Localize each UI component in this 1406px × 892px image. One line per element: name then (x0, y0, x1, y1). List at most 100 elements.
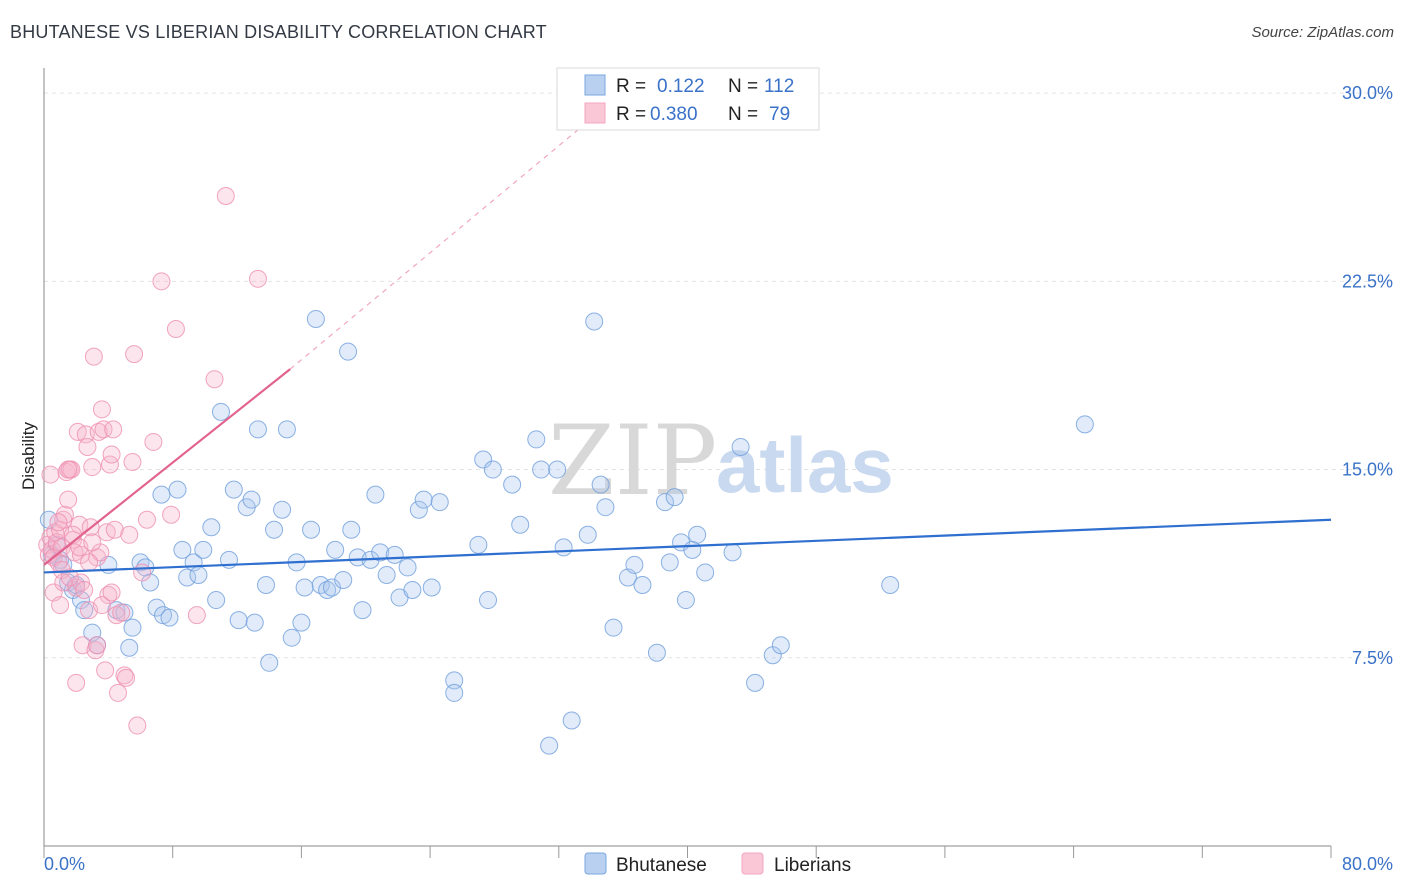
bhutanese-trend-line (43, 518, 1332, 574)
bhutanese-point (527, 430, 546, 449)
bhutanese-point (1075, 415, 1094, 434)
gridlines (44, 92, 1393, 659)
bhutanese-point (554, 538, 573, 557)
liberian-point (109, 683, 128, 702)
bhutanese-point (342, 520, 361, 539)
bhutanese-point (147, 598, 166, 617)
bhutanese-point (229, 611, 248, 630)
liberian-point (89, 422, 108, 441)
bhutanese-point (282, 628, 301, 647)
bhutanese-point (339, 342, 358, 361)
bhutanese-point (771, 636, 790, 655)
bhutanese-point (160, 608, 179, 627)
liberians-swatch (584, 102, 606, 124)
bhutanese-point (445, 671, 464, 690)
liberian-point (162, 505, 181, 524)
bhutanese-point (318, 581, 337, 600)
bhutanese-point (398, 558, 417, 577)
legend-liberians-swatch (741, 852, 764, 875)
bhutanese-point (202, 518, 221, 537)
liberian-point (84, 347, 103, 366)
liberian-point (248, 269, 267, 288)
liberians-n-value: 79 (769, 104, 790, 125)
liberians-r-value: 0.380 (650, 104, 698, 125)
bhutanese-point (445, 683, 464, 702)
liberian-point (92, 400, 111, 419)
liberians-r-label: R = (616, 104, 646, 125)
liberian-point (105, 520, 124, 539)
liberian-point (96, 661, 115, 680)
bhutanese-point (120, 638, 139, 657)
bhutanese-point (660, 553, 679, 572)
liberian-point (125, 345, 144, 364)
bhutanese-point (585, 312, 604, 331)
bhutanese-point (366, 485, 385, 504)
liberian-point (60, 568, 79, 587)
bhutanese-point (683, 540, 702, 559)
liberian-point (137, 510, 156, 529)
liberian-point (102, 445, 121, 464)
bhutanese-point (548, 460, 567, 479)
bhutanese-point (474, 450, 493, 469)
liberian-point (166, 320, 185, 339)
bhutanese-point (211, 402, 230, 421)
bhutanese-point (277, 420, 296, 439)
bhutanese-point (245, 613, 264, 632)
liberian-point (55, 505, 74, 524)
liberian-point (92, 596, 111, 615)
liberian-point (112, 603, 131, 622)
liberian-point (49, 513, 68, 532)
bhutanese-point (377, 565, 396, 584)
bhutanese-point (173, 540, 192, 559)
liberian-point (94, 420, 113, 439)
bhutanese-point (746, 673, 765, 692)
bhutanese-point (385, 545, 404, 564)
liberian-point (70, 515, 89, 534)
bhutanese-point (625, 555, 644, 574)
liberian-point (83, 458, 102, 477)
liberian-point (102, 583, 121, 602)
x-tick-label-min: 0.0% (44, 854, 85, 874)
legend-liberians-label: Liberians (774, 855, 851, 876)
bhutanese-point (242, 490, 261, 509)
bhutanese-point (422, 578, 441, 597)
bhutanese-point (540, 736, 559, 755)
bhutanese-point (353, 601, 372, 620)
liberian-point (128, 716, 147, 735)
source-label: Source: ZipAtlas.com (1251, 24, 1394, 41)
bhutanese-point (723, 543, 742, 562)
y-axis-title: Disability (19, 421, 38, 490)
bhutanese-point (292, 613, 311, 632)
bhutanese-point (604, 618, 623, 637)
bhutanese-point (665, 488, 684, 507)
bhutanese-point (596, 498, 615, 517)
liberian-point (117, 668, 136, 687)
liberian-point (83, 533, 102, 552)
liberian-trend-extension (289, 105, 608, 370)
bhutanese-point (123, 618, 142, 637)
chart-title: BHUTANESE VS LIBERIAN DISABILITY CORRELA… (10, 22, 547, 42)
bhutanese-point (295, 578, 314, 597)
liberian-point (107, 606, 126, 625)
bhutanese-point (257, 575, 276, 594)
bhutanese-r-value: 0.122 (657, 76, 705, 97)
bhutanese-point (562, 711, 581, 730)
liberian-points (38, 186, 267, 735)
liberian-point (51, 596, 70, 615)
trend-lines (43, 105, 1332, 574)
bhutanese-point (414, 490, 433, 509)
series-legend: Bhutanese Liberians (584, 852, 851, 876)
bhutanese-point (479, 591, 498, 610)
bhutanese-point (409, 500, 428, 519)
bhutanese-point (532, 460, 551, 479)
liberian-point (144, 432, 163, 451)
bhutanese-point (469, 535, 488, 554)
liberian-point (78, 437, 97, 456)
bhutanese-point (75, 601, 94, 620)
liberian-point (123, 453, 142, 472)
bhutanese-point (306, 309, 325, 328)
legend-bhutanese-swatch (584, 852, 607, 875)
y-tick-label: 15.0% (1342, 460, 1393, 480)
bhutanese-point (168, 480, 187, 499)
bhutanese-point (731, 437, 750, 456)
